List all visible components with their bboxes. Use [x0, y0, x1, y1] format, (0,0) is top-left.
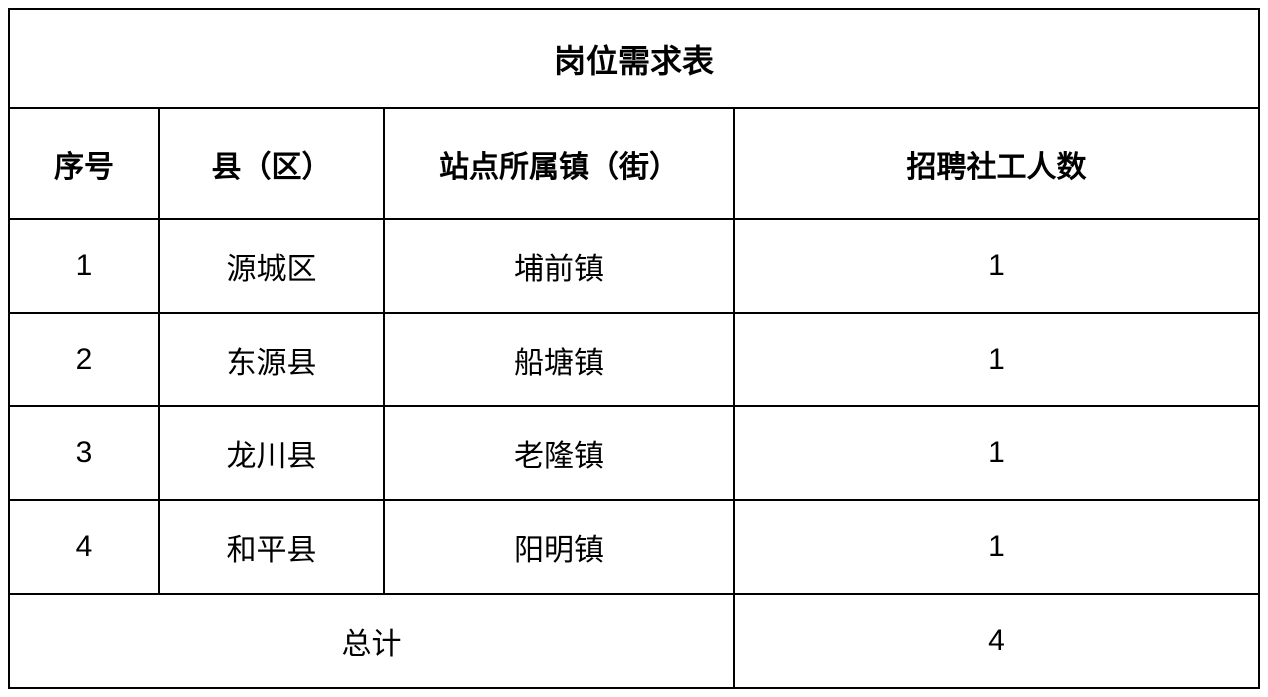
cell-district: 东源县: [159, 313, 384, 407]
table-row: 1 源城区 埔前镇 1: [9, 219, 1259, 313]
cell-district: 和平县: [159, 500, 384, 594]
table-total-row: 总计 4: [9, 594, 1259, 688]
cell-district: 源城区: [159, 219, 384, 313]
header-seq: 序号: [9, 108, 159, 218]
table-row: 4 和平县 阳明镇 1: [9, 500, 1259, 594]
cell-seq: 1: [9, 219, 159, 313]
header-district: 县（区）: [159, 108, 384, 218]
job-demand-table: 岗位需求表 序号 县（区） 站点所属镇（街） 招聘社工人数 1 源城区 埔前镇 …: [8, 8, 1260, 689]
cell-district: 龙川县: [159, 406, 384, 500]
cell-count: 1: [734, 219, 1259, 313]
cell-town: 老隆镇: [384, 406, 734, 500]
total-label: 总计: [9, 594, 734, 688]
cell-count: 1: [734, 313, 1259, 407]
cell-town: 埔前镇: [384, 219, 734, 313]
cell-count: 1: [734, 500, 1259, 594]
table-title-row: 岗位需求表: [9, 9, 1259, 108]
cell-town: 阳明镇: [384, 500, 734, 594]
total-value: 4: [734, 594, 1259, 688]
cell-count: 1: [734, 406, 1259, 500]
table-title: 岗位需求表: [9, 9, 1259, 108]
table-header-row: 序号 县（区） 站点所属镇（街） 招聘社工人数: [9, 108, 1259, 218]
cell-town: 船塘镇: [384, 313, 734, 407]
cell-seq: 3: [9, 406, 159, 500]
cell-seq: 4: [9, 500, 159, 594]
header-count: 招聘社工人数: [734, 108, 1259, 218]
header-town: 站点所属镇（街）: [384, 108, 734, 218]
table-row: 3 龙川县 老隆镇 1: [9, 406, 1259, 500]
cell-seq: 2: [9, 313, 159, 407]
table-row: 2 东源县 船塘镇 1: [9, 313, 1259, 407]
